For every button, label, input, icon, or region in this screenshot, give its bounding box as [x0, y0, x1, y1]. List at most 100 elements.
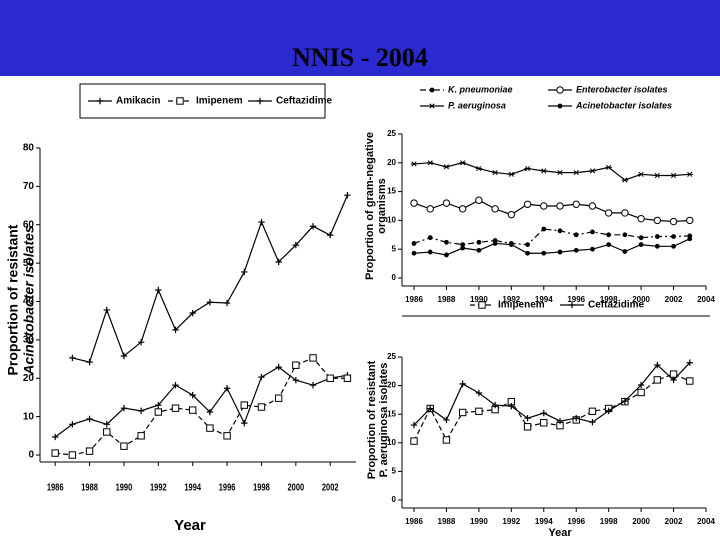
- y-tick-label: 15: [387, 409, 396, 418]
- marker: [176, 97, 184, 105]
- marker: [460, 245, 466, 251]
- marker: [443, 416, 450, 424]
- marker: [309, 354, 317, 362]
- y-axis-label: Proportion of resistant: [5, 224, 21, 375]
- marker: [525, 250, 530, 256]
- marker: [459, 380, 466, 388]
- marker: [257, 403, 266, 411]
- y-tick-label: 25: [387, 129, 396, 138]
- x-tick-label: 1988: [81, 482, 98, 493]
- y-tick-label: 10: [387, 438, 396, 447]
- marker: [426, 205, 434, 213]
- marker: [429, 87, 435, 93]
- marker: [590, 229, 595, 235]
- marker: [69, 354, 76, 362]
- marker: [171, 404, 180, 412]
- marker: [557, 249, 563, 255]
- marker: [458, 408, 467, 417]
- x-tick-label: 1990: [116, 482, 133, 493]
- marker: [444, 239, 449, 245]
- marker: [154, 408, 163, 416]
- y-tick-label: 20: [387, 158, 396, 167]
- marker: [137, 432, 145, 440]
- y-tick-label: 5: [392, 467, 397, 476]
- y-tick-label: 25: [387, 352, 396, 361]
- marker: [637, 214, 645, 223]
- marker: [638, 235, 644, 241]
- marker: [327, 231, 334, 239]
- marker: [155, 401, 162, 409]
- marker: [686, 216, 694, 225]
- x-tick-label: 1986: [47, 482, 64, 493]
- marker: [86, 415, 93, 423]
- y-tick-label: 70: [23, 181, 35, 192]
- marker: [172, 381, 179, 389]
- marker: [274, 394, 283, 402]
- marker: [427, 160, 434, 166]
- marker: [51, 449, 59, 457]
- marker: [223, 299, 231, 307]
- y-tick-label: 80: [23, 143, 35, 154]
- x-axis-label: Year: [174, 517, 206, 534]
- legend-label: Imipenem: [196, 96, 243, 107]
- marker: [241, 268, 248, 276]
- marker: [573, 232, 579, 238]
- x-tick-label: 1998: [600, 295, 618, 304]
- marker: [557, 103, 563, 109]
- legend-label: Ceftazidime: [276, 96, 333, 107]
- marker: [292, 361, 300, 369]
- y-tick-label: 20: [387, 381, 396, 390]
- marker: [556, 417, 564, 425]
- marker: [120, 352, 128, 360]
- marker: [589, 168, 596, 174]
- y-axis-label: Proportion of gram-negative: [364, 132, 376, 280]
- marker: [590, 246, 595, 252]
- legend-label: Enterobacter isolates: [576, 84, 668, 94]
- x-tick-label: 1992: [502, 517, 520, 526]
- series-line: [72, 194, 348, 363]
- marker: [292, 241, 300, 249]
- series-line: [54, 366, 348, 438]
- marker: [427, 405, 434, 412]
- marker: [223, 385, 231, 392]
- x-tick-label: 2000: [632, 295, 650, 304]
- y-tick-label: 5: [392, 244, 397, 253]
- marker: [475, 389, 483, 397]
- marker: [475, 196, 483, 204]
- marker: [410, 421, 418, 429]
- marker: [96, 97, 104, 105]
- marker: [137, 338, 145, 346]
- marker: [605, 164, 612, 171]
- legend-label: Imipenem: [498, 300, 545, 311]
- marker: [654, 243, 660, 249]
- marker: [540, 168, 547, 174]
- marker: [103, 421, 110, 428]
- marker: [653, 216, 662, 225]
- marker: [621, 209, 629, 217]
- marker: [326, 374, 334, 382]
- legend-label: Acinetobacter isolates: [575, 100, 672, 110]
- marker: [606, 242, 612, 247]
- marker: [671, 243, 676, 249]
- marker: [410, 161, 418, 167]
- marker: [637, 381, 645, 389]
- marker: [556, 202, 564, 210]
- marker: [524, 165, 531, 172]
- series-line: [413, 362, 691, 426]
- marker: [524, 415, 531, 422]
- marker: [189, 406, 197, 414]
- marker: [686, 171, 693, 177]
- marker: [556, 169, 564, 176]
- marker: [475, 407, 483, 416]
- marker: [344, 192, 351, 199]
- marker: [557, 228, 563, 234]
- marker: [206, 299, 214, 306]
- marker: [476, 247, 482, 253]
- y-axis-label: Acinetobacter isolates: [21, 225, 37, 376]
- marker: [606, 232, 612, 238]
- y-axis-label: organisms: [376, 178, 388, 234]
- x-tick-label: 1990: [470, 517, 488, 526]
- marker: [475, 165, 483, 172]
- x-tick-label: 1996: [567, 295, 585, 304]
